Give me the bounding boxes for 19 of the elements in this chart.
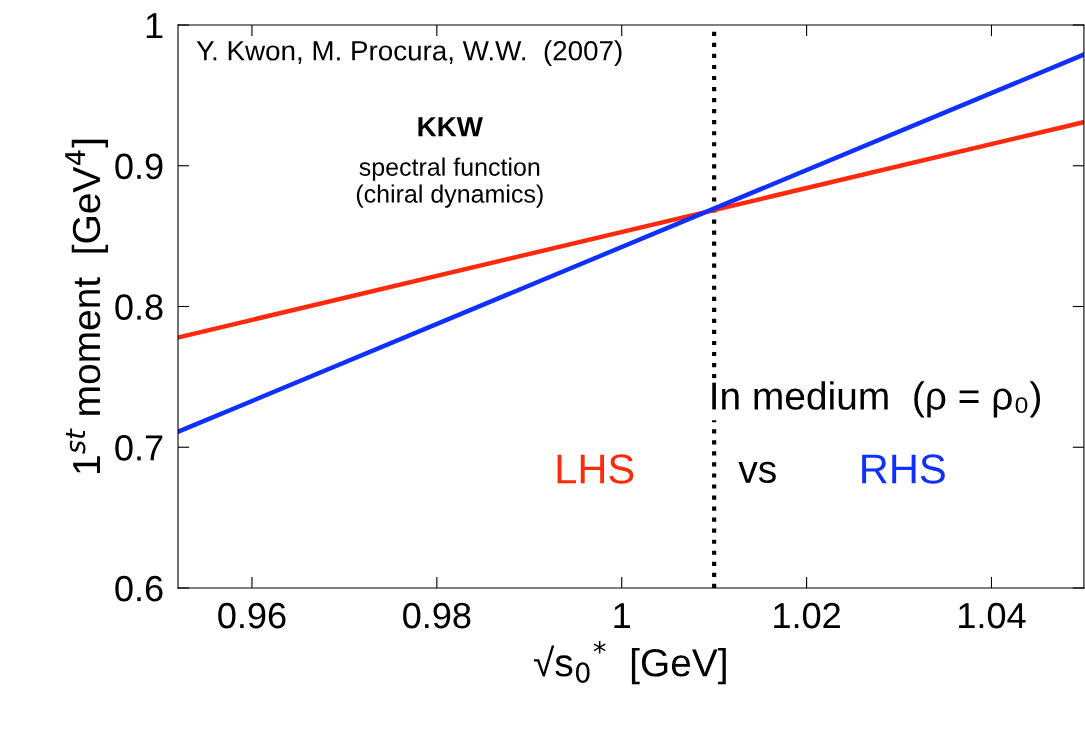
y-tick-label: 0.6 — [115, 575, 163, 602]
x-tick-label: 0.98 — [403, 602, 471, 629]
x-tick-label: 1.02 — [774, 602, 840, 629]
annotation: KKW — [418, 117, 483, 137]
text: RHS — [862, 454, 945, 484]
x-tick-label: 1 — [614, 603, 630, 629]
y-tick-label: 0.9 — [115, 153, 163, 180]
y-tick-label: 0.8 — [115, 294, 163, 320]
y-tick-label: 0.7 — [115, 435, 163, 461]
x-tick-label: 0.96 — [218, 602, 286, 629]
text: LHS — [557, 454, 634, 484]
x-tick-label: 1.04 — [959, 602, 1026, 629]
x-axis-title: √s$_{0}$$^{*}$ [GeV] — [533, 641, 726, 685]
annotation: spectral function (chiral dynamics) — [356, 157, 543, 208]
y-tick-label: 1 — [146, 13, 163, 39]
annotation: Y. Kwon, M. Procura, W.W. (2007) — [196, 40, 622, 67]
annotation: vs — [738, 461, 776, 484]
annotation: In medium (ρ = ρ₀) — [712, 381, 1041, 418]
y-axis-title: 1$^{st}$ moment [GeV$^{4}$] — [65, 139, 108, 474]
